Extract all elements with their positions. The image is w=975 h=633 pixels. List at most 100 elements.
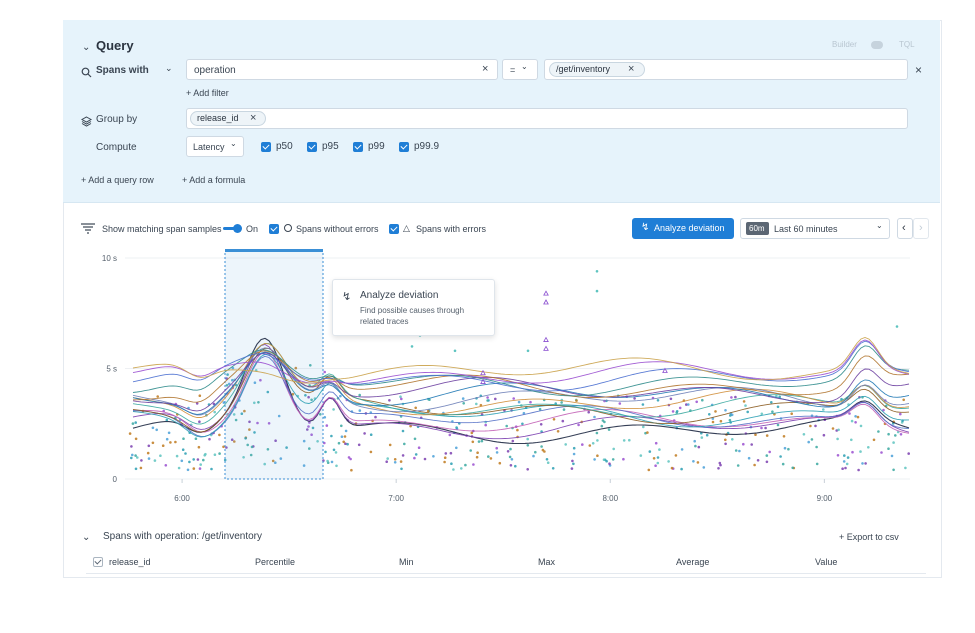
span-sample-point[interactable]: [656, 461, 660, 465]
span-sample-point[interactable]: [307, 395, 310, 399]
span-sample-point[interactable]: [417, 446, 421, 450]
span-sample-point[interactable]: [702, 466, 706, 469]
span-sample-point[interactable]: [588, 444, 592, 447]
span-sample-point[interactable]: [738, 449, 741, 453]
span-sample-point[interactable]: [724, 442, 727, 446]
column-value[interactable]: Value: [815, 557, 838, 567]
span-sample-point[interactable]: [546, 461, 550, 465]
span-sample-point[interactable]: [719, 419, 723, 423]
span-sample-point[interactable]: [308, 384, 311, 387]
span-sample-point[interactable]: [571, 459, 574, 463]
span-sample-point[interactable]: [697, 445, 701, 449]
span-sample-point[interactable]: [486, 399, 489, 402]
span-sample-point[interactable]: [244, 437, 247, 440]
span-sample-point[interactable]: [266, 448, 270, 451]
span-sample-point[interactable]: [469, 449, 473, 452]
span-sample-point[interactable]: [169, 441, 172, 444]
span-sample-point[interactable]: [266, 390, 270, 394]
span-sample-point[interactable]: [196, 458, 200, 461]
span-sample-point[interactable]: [192, 458, 195, 461]
span-sample-point[interactable]: [253, 381, 257, 385]
span-sample-point[interactable]: [304, 394, 307, 397]
span-sample-point[interactable]: [742, 400, 746, 403]
span-sample-point[interactable]: [134, 467, 138, 471]
span-sample-point[interactable]: [837, 428, 840, 432]
span-sample-point[interactable]: [310, 433, 313, 437]
remove-row-icon[interactable]: ×: [915, 63, 923, 77]
span-sample-point[interactable]: [484, 423, 488, 427]
p99-checkbox[interactable]: [353, 142, 363, 152]
span-sample-point[interactable]: [476, 451, 479, 455]
span-sample-point[interactable]: [642, 425, 645, 429]
analyze-deviation-button[interactable]: ↯ Analyze deviation: [632, 218, 734, 239]
span-sample-point[interactable]: [556, 430, 560, 433]
span-sample-point[interactable]: [186, 468, 190, 472]
span-sample-point[interactable]: [267, 422, 271, 425]
analyze-tooltip[interactable]: [332, 279, 495, 336]
span-sample-point[interactable]: [428, 398, 431, 402]
span-sample-point[interactable]: [487, 455, 490, 458]
span-sample-point[interactable]: [231, 378, 234, 382]
span-sample-point[interactable]: [526, 437, 529, 441]
span-sample-point[interactable]: [222, 445, 225, 449]
span-sample-point[interactable]: [850, 438, 853, 442]
span-sample-point[interactable]: [230, 438, 234, 442]
error-span-marker[interactable]: [662, 367, 668, 373]
span-sample-point[interactable]: [595, 289, 599, 293]
span-sample-point[interactable]: [756, 459, 760, 462]
span-sample-point[interactable]: [208, 437, 211, 441]
span-sample-point[interactable]: [809, 424, 812, 428]
time-range-select[interactable]: [740, 218, 890, 239]
collapse-chevron-icon[interactable]: ⌄: [82, 42, 91, 53]
samples-toggle-knob[interactable]: [233, 224, 242, 233]
span-sample-point[interactable]: [198, 467, 202, 470]
span-sample-point[interactable]: [358, 393, 362, 397]
selected-window-handle[interactable]: [225, 249, 323, 252]
span-sample-point[interactable]: [343, 435, 347, 438]
span-sample-point[interactable]: [744, 404, 747, 407]
p95-checkbox[interactable]: [307, 142, 317, 152]
span-sample-point[interactable]: [628, 438, 631, 442]
series-line[interactable]: [132, 351, 910, 415]
span-sample-point[interactable]: [174, 440, 177, 444]
span-sample-point[interactable]: [790, 412, 793, 416]
span-sample-point[interactable]: [572, 446, 576, 450]
span-sample-point[interactable]: [177, 466, 181, 470]
span-sample-point[interactable]: [369, 450, 373, 454]
span-sample-point[interactable]: [271, 459, 275, 463]
span-sample-point[interactable]: [747, 456, 751, 460]
span-sample-point[interactable]: [410, 345, 414, 348]
span-sample-point[interactable]: [734, 449, 738, 452]
span-sample-point[interactable]: [770, 401, 773, 404]
span-sample-point[interactable]: [400, 397, 403, 401]
span-sample-point[interactable]: [782, 435, 786, 438]
span-sample-point[interactable]: [139, 466, 143, 470]
span-sample-point[interactable]: [603, 420, 606, 424]
span-sample-point[interactable]: [413, 456, 416, 460]
column-percentile[interactable]: Percentile: [255, 557, 296, 567]
span-sample-point[interactable]: [612, 447, 615, 451]
span-sample-point[interactable]: [736, 464, 740, 467]
span-sample-point[interactable]: [765, 434, 769, 437]
span-sample-point[interactable]: [701, 398, 704, 402]
span-sample-point[interactable]: [194, 437, 198, 441]
span-sample-point[interactable]: [253, 401, 256, 405]
span-sample-point[interactable]: [363, 432, 366, 435]
span-sample-point[interactable]: [541, 448, 545, 452]
span-sample-point[interactable]: [670, 466, 674, 470]
span-sample-point[interactable]: [232, 413, 236, 416]
span-sample-point[interactable]: [151, 426, 155, 430]
span-sample-point[interactable]: [316, 440, 319, 443]
span-sample-point[interactable]: [648, 450, 652, 453]
span-sample-point[interactable]: [233, 440, 236, 443]
span-sample-point[interactable]: [344, 429, 348, 433]
span-sample-point[interactable]: [302, 439, 306, 443]
span-sample-point[interactable]: [199, 463, 202, 466]
span-sample-point[interactable]: [334, 451, 338, 454]
span-sample-point[interactable]: [561, 419, 565, 423]
span-sample-point[interactable]: [522, 411, 526, 415]
span-sample-point[interactable]: [151, 441, 155, 445]
span-sample-point[interactable]: [156, 395, 159, 398]
span-sample-point[interactable]: [203, 454, 206, 457]
span-sample-point[interactable]: [413, 437, 417, 441]
